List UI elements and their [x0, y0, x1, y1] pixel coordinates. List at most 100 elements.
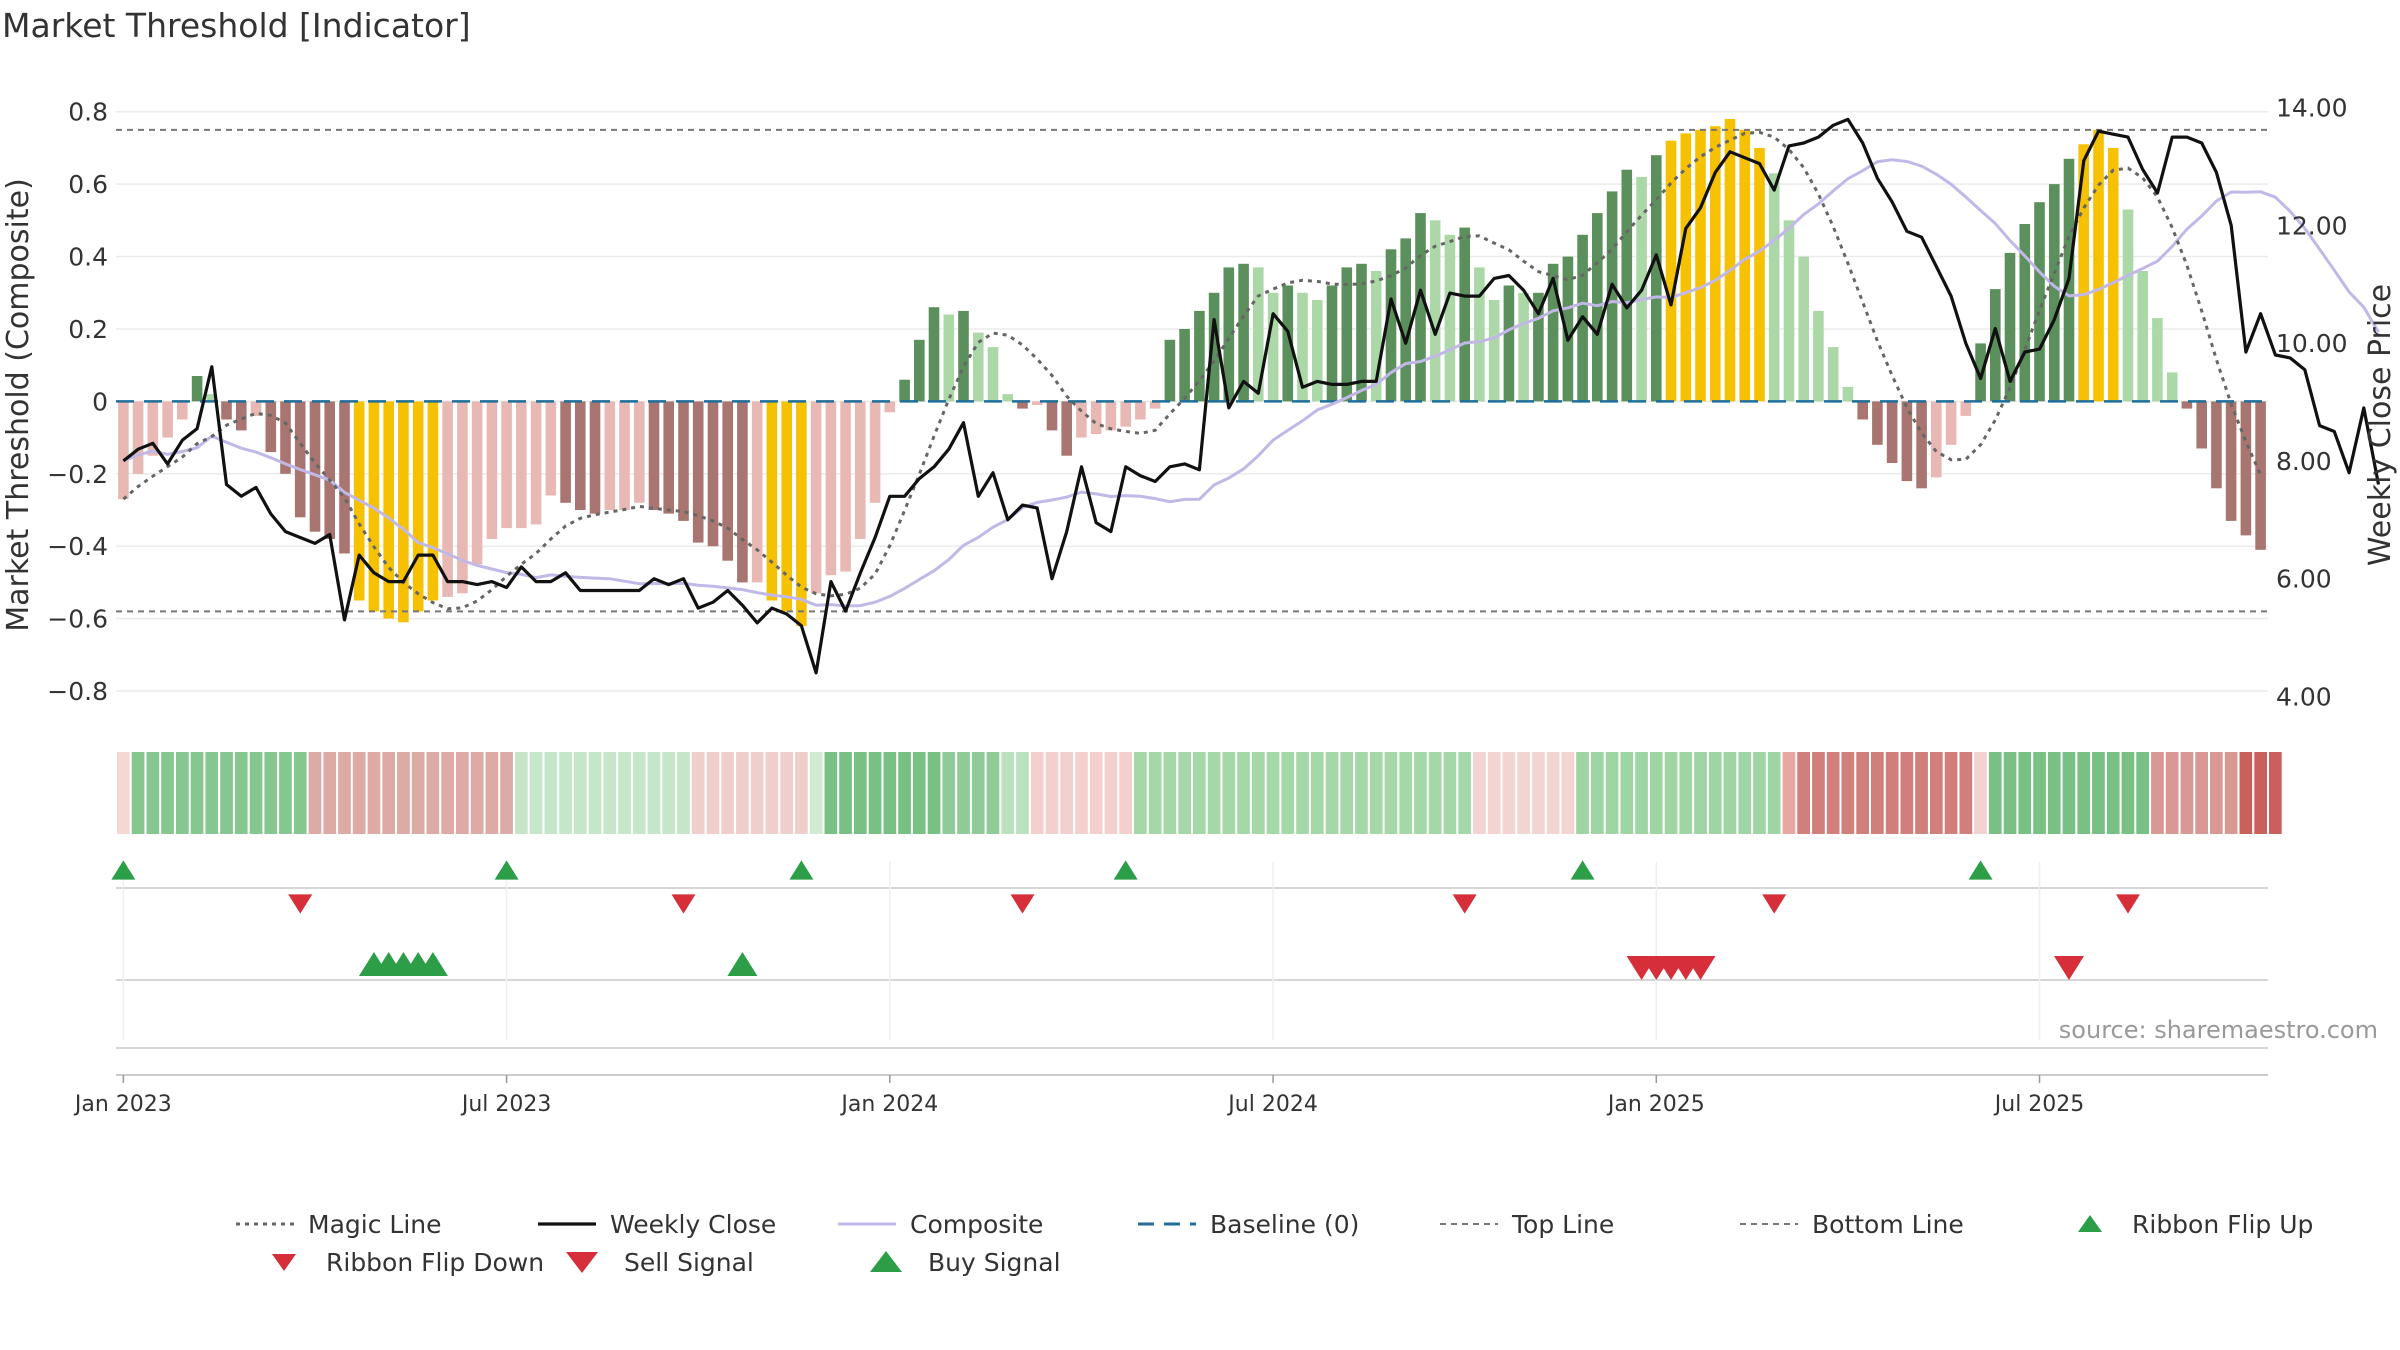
ribbon-cell — [1576, 752, 1589, 834]
ribbon-cell — [1900, 752, 1914, 834]
ribbon-cell — [1428, 752, 1442, 834]
ribbon-cell — [1930, 752, 1943, 834]
buy-signal-marker — [727, 952, 758, 976]
composite-bar — [206, 394, 218, 402]
ribbon-cell — [691, 752, 705, 834]
ribbon-cell — [573, 752, 587, 834]
ribbon-cell — [1473, 752, 1486, 834]
composite-bar — [663, 401, 674, 514]
composite-bar — [781, 401, 792, 612]
ribbon-cell — [1944, 752, 1958, 834]
ribbon-cell — [1679, 752, 1693, 834]
composite-bar — [840, 401, 851, 572]
ribbon-cell — [1443, 752, 1457, 834]
axes: 0.8 0.6 0.4 0.2 0 −0.2 −0.4 −0.6 −0.8 14.00 12.00 1… — [1, 94, 2398, 712]
composite-bar — [810, 401, 822, 594]
composite-bar — [678, 401, 689, 521]
composite-bar — [1945, 401, 1957, 445]
composite-bar — [1886, 401, 1898, 463]
composite-bar — [1798, 256, 1809, 402]
ribbon-cell — [677, 752, 690, 834]
legend-item: Ribbon Flip Down — [272, 1248, 544, 1277]
ribbon-cell — [883, 752, 897, 834]
composite-bar — [589, 401, 601, 514]
composite-bar — [722, 401, 733, 561]
composite-bar — [1474, 267, 1485, 402]
composite-bar — [1208, 292, 1220, 402]
composite-bar — [1606, 191, 1618, 402]
composite-bar — [560, 401, 571, 503]
ribbon-cell — [721, 752, 734, 834]
y2-tick-label: 8.00 — [2276, 447, 2332, 476]
ribbon-cell — [441, 752, 454, 834]
ribbon-cell — [2047, 752, 2061, 834]
ribbon-cell — [146, 752, 160, 834]
triangle-up-icon — [2078, 1215, 2102, 1232]
composite-bar — [1916, 401, 1927, 489]
ribbon-cell — [1959, 752, 1973, 834]
ribbon-cell — [1384, 752, 1398, 834]
composite-bar — [796, 401, 807, 626]
ribbon-cell — [2239, 752, 2253, 834]
ribbon-cell — [2092, 752, 2105, 834]
composite-bar — [1429, 220, 1441, 402]
ribbon-cell — [249, 752, 263, 834]
ribbon-cell — [1266, 752, 1280, 834]
composite-bar — [2049, 184, 2060, 402]
ribbon-cell — [131, 752, 145, 834]
ribbon-cell — [1605, 752, 1619, 834]
legend-label: Composite — [910, 1210, 1043, 1239]
y-tick-label: 0.6 — [68, 170, 108, 199]
x-tick-label: Jul 2025 — [1993, 1092, 2085, 1117]
ribbon-cell — [795, 752, 808, 834]
composite-bar — [2122, 209, 2134, 402]
ribbon-cell — [780, 752, 793, 834]
composite-bar — [177, 401, 188, 420]
legend-label: Sell Signal — [624, 1248, 754, 1277]
composite-bar — [1090, 401, 1102, 434]
signal-markers — [111, 860, 2268, 1049]
composite-bar — [383, 401, 394, 619]
composite-bar — [309, 401, 321, 532]
ribbon-cell — [264, 752, 278, 834]
y2-tick-label: 12.00 — [2276, 211, 2348, 240]
ribbon-cell — [293, 752, 307, 834]
composite-bar — [2255, 401, 2266, 550]
composite-bar — [265, 401, 277, 453]
composite-bar — [1695, 129, 1706, 402]
ribbon-cell — [485, 752, 499, 834]
x-tick-label: Jan 2024 — [839, 1092, 938, 1117]
legend-label: Weekly Close — [610, 1210, 776, 1239]
ribbon-cell — [1045, 752, 1059, 834]
ribbon-cell — [1664, 752, 1678, 834]
composite-bar — [634, 401, 645, 503]
ribbon-cell — [2165, 752, 2179, 834]
ribbon-flip-down-marker — [288, 894, 313, 914]
ribbon-flip-down-marker — [2115, 894, 2140, 914]
ribbon-cell — [2195, 752, 2208, 834]
composite-bar — [1990, 289, 2001, 402]
composite-bar — [1680, 133, 1692, 402]
ribbon-cell — [1797, 752, 1810, 834]
ribbon-cell — [912, 752, 926, 834]
ribbon-cell — [986, 752, 1000, 834]
composite-bar — [1533, 292, 1544, 402]
ribbon-cell — [426, 752, 440, 834]
ribbon-flip-up-marker — [494, 860, 519, 880]
ribbon-cell — [750, 752, 764, 834]
ribbon-cell — [205, 752, 219, 834]
composite-bar — [973, 332, 984, 402]
y-tick-label: 0 — [92, 387, 108, 416]
ribbon-cell — [2180, 752, 2194, 834]
composite-bar — [1076, 401, 1087, 438]
ribbon-cell — [1458, 752, 1471, 834]
ribbon-flip-up-marker — [789, 860, 814, 880]
x-tick-label: Jul 2023 — [460, 1092, 552, 1117]
y2-tick-label: 14.00 — [2276, 94, 2348, 123]
ribbon-cell — [1340, 752, 1354, 834]
x-tick-label: Jan 2025 — [1606, 1092, 1705, 1117]
composite-bar — [2078, 144, 2089, 402]
composite-bar — [1223, 267, 1235, 402]
ribbon-cell — [1222, 752, 1236, 834]
